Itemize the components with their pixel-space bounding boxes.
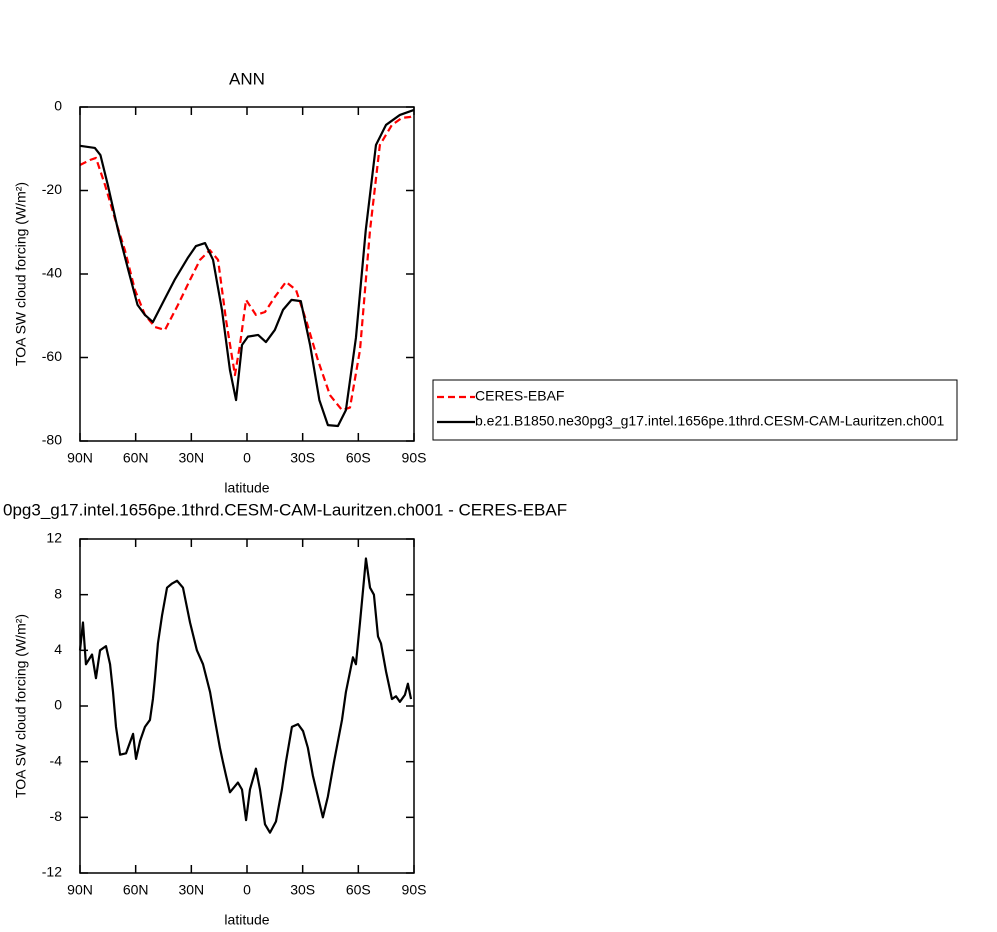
y-tick-label: 4 bbox=[54, 641, 62, 657]
y-tick-label: -8 bbox=[50, 808, 63, 824]
data-line bbox=[78, 557, 413, 834]
legend-label: CERES-EBAF bbox=[475, 388, 564, 404]
x-tick-label: 0 bbox=[243, 882, 251, 898]
chart-title: 0pg3_g17.intel.1656pe.1thrd.CESM-CAM-Lau… bbox=[3, 500, 567, 519]
y-tick-label: -4 bbox=[50, 752, 63, 768]
y-axis-label: TOA SW cloud forcing (W/m²) bbox=[13, 614, 29, 798]
y-tick-label: 12 bbox=[46, 530, 62, 546]
data-line bbox=[79, 108, 415, 428]
x-tick-label: 30S bbox=[290, 882, 315, 898]
x-tick-label: 30S bbox=[290, 450, 315, 466]
y-tick-label: -20 bbox=[42, 181, 62, 197]
y-axis-label: TOA SW cloud forcing (W/m²) bbox=[13, 182, 29, 366]
x-tick-label: 30N bbox=[178, 882, 204, 898]
y-tick-label: 8 bbox=[54, 585, 62, 601]
legend-box bbox=[432, 379, 958, 441]
x-tick-label: 60N bbox=[123, 450, 149, 466]
x-tick-label: 60S bbox=[346, 450, 371, 466]
x-tick-label: 30N bbox=[178, 450, 204, 466]
y-tick-label: 0 bbox=[54, 697, 62, 713]
x-tick-label: 60N bbox=[123, 882, 149, 898]
chart-title: ANN bbox=[229, 69, 265, 88]
x-tick-label: 0 bbox=[243, 450, 251, 466]
x-axis-label: latitude bbox=[224, 912, 269, 928]
x-tick-label: 60S bbox=[346, 882, 371, 898]
x-tick-label: 90S bbox=[402, 450, 427, 466]
x-tick-label: 90S bbox=[402, 882, 427, 898]
x-tick-label: 90N bbox=[67, 450, 93, 466]
x-axis-label: latitude bbox=[224, 480, 269, 496]
data-line bbox=[79, 113, 415, 412]
y-tick-label: -12 bbox=[42, 864, 62, 880]
legend-label: b.e21.B1850.ne30pg3_g17.intel.1656pe.1th… bbox=[475, 413, 945, 429]
x-tick-label: 90N bbox=[67, 882, 93, 898]
y-tick-label: -80 bbox=[42, 432, 62, 448]
y-tick-label: -60 bbox=[42, 348, 62, 364]
y-tick-label: -40 bbox=[42, 265, 62, 281]
y-tick-label: 0 bbox=[54, 98, 62, 114]
